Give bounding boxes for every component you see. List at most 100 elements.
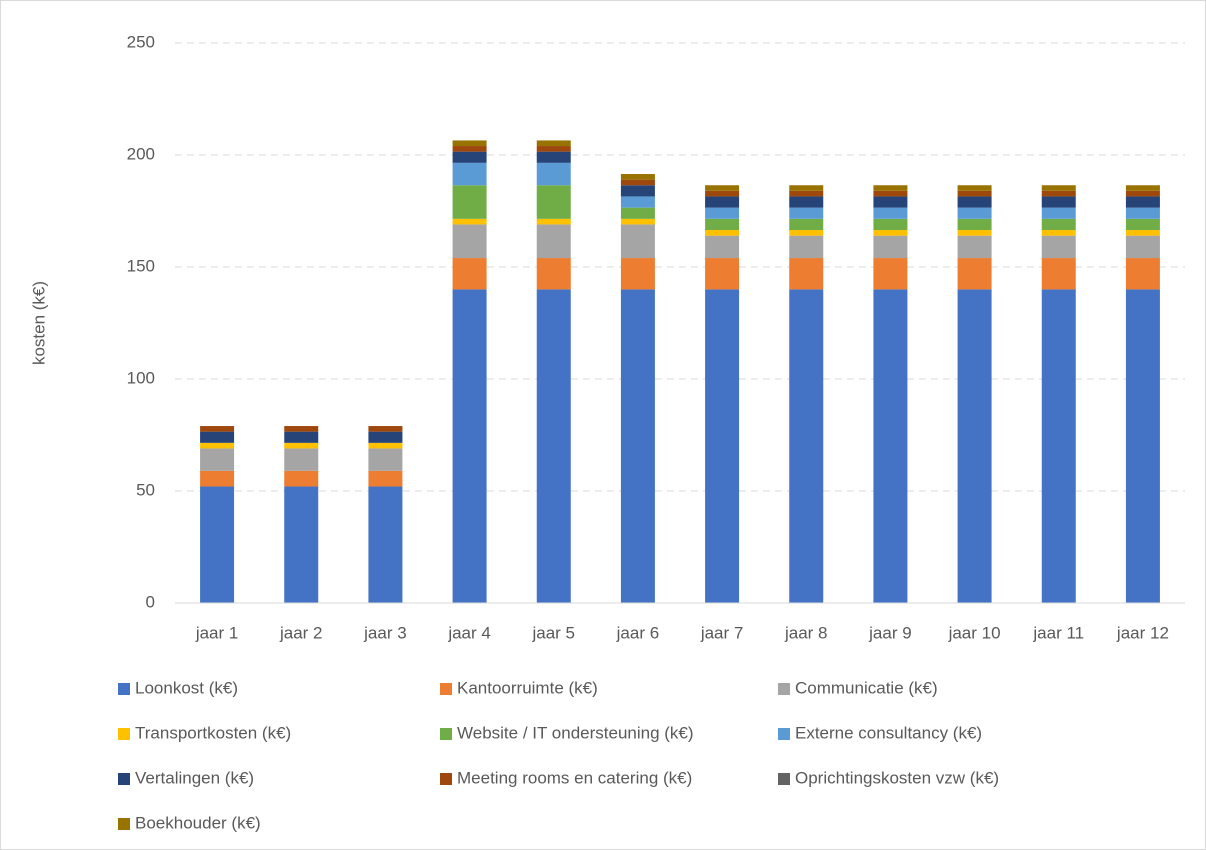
bar-segment <box>284 470 319 487</box>
bar-segment <box>620 289 655 603</box>
bar-segment <box>789 289 824 603</box>
y-tick-label: 250 <box>127 32 155 51</box>
bar-segment <box>873 235 908 259</box>
bar-segment <box>705 185 740 191</box>
bar-segment <box>957 258 992 290</box>
legend-label: Vertalingen (k€) <box>135 768 254 787</box>
bar-segment <box>789 207 824 219</box>
bar-segment <box>284 442 319 449</box>
bar-segment <box>452 289 487 603</box>
y-tick-label: 150 <box>127 256 155 275</box>
bar-segment <box>1125 190 1160 197</box>
bar-segment <box>873 218 908 231</box>
bar-segment <box>705 190 740 197</box>
x-tick-label: jaar 3 <box>363 623 407 642</box>
bar-segment <box>284 426 319 432</box>
bar-segment <box>1125 289 1160 603</box>
bar-segment <box>620 218 655 225</box>
bar-segment <box>1041 196 1076 208</box>
bar-segment <box>789 258 824 290</box>
bar-segment <box>957 235 992 259</box>
bar-segment <box>620 174 655 180</box>
bar-segment <box>536 289 571 603</box>
bar-segment <box>368 486 403 603</box>
bar-segment <box>789 218 824 231</box>
x-tick-label: jaar 9 <box>868 623 912 642</box>
x-tick-label: jaar 7 <box>700 623 744 642</box>
bar-segment <box>705 207 740 219</box>
bar-segment <box>873 190 908 197</box>
bar-segment <box>1125 196 1160 208</box>
x-tick-label: jaar 4 <box>447 623 491 642</box>
bar-segment <box>200 448 235 471</box>
legend-label: Kantoorruimte (k€) <box>457 678 598 697</box>
y-tick-label: 0 <box>146 592 155 611</box>
legend-swatch <box>118 683 130 695</box>
bar-segment <box>957 190 992 197</box>
legend-swatch <box>440 683 452 695</box>
bar-segment <box>452 162 487 186</box>
bar-segment <box>536 140 571 147</box>
bar-segment <box>957 218 992 231</box>
bar-segment <box>789 235 824 259</box>
bar-segment <box>1041 185 1076 191</box>
bar-segment <box>536 224 571 259</box>
x-tick-label: jaar 2 <box>279 623 323 642</box>
bar-segment <box>368 431 403 443</box>
bar-segment <box>705 235 740 259</box>
bar-segment <box>452 140 487 147</box>
bar-segment <box>452 146 487 152</box>
legend-label: Meeting rooms en catering (k€) <box>457 768 692 787</box>
y-tick-label: 100 <box>127 368 155 387</box>
legend-swatch <box>118 818 130 830</box>
bar-segment <box>789 190 824 197</box>
bar-segment <box>705 230 740 236</box>
legend-label: Communicatie (k€) <box>795 678 938 697</box>
bar-segment <box>284 448 319 471</box>
bar-segment <box>284 431 319 443</box>
bar-segment <box>957 289 992 603</box>
bar-segment <box>620 258 655 290</box>
bar-segment <box>200 486 235 603</box>
bar-segment <box>620 207 655 219</box>
bar-segment <box>1041 235 1076 259</box>
legend-swatch <box>440 773 452 785</box>
legend-swatch <box>118 773 130 785</box>
bar-segment <box>368 448 403 471</box>
bar-segment <box>452 258 487 290</box>
legend-swatch <box>778 773 790 785</box>
bar-segment <box>200 431 235 443</box>
bar-segment <box>873 230 908 236</box>
x-tick-label: jaar 8 <box>784 623 828 642</box>
bar-segment <box>789 185 824 191</box>
x-tick-label: jaar 10 <box>948 623 1001 642</box>
legend-label: Externe consultancy (k€) <box>795 723 982 742</box>
bar-segment <box>789 230 824 236</box>
bar-segment <box>536 258 571 290</box>
bar-segment <box>452 224 487 259</box>
bar-segment <box>200 442 235 449</box>
bar-segment <box>1125 218 1160 231</box>
legend-label: Boekhouder (k€) <box>135 813 261 832</box>
legend-label: Oprichtingskosten vzw (k€) <box>795 768 999 787</box>
bar-segment <box>1041 289 1076 603</box>
bar-segment <box>957 185 992 191</box>
bar-segment <box>789 196 824 208</box>
x-tick-label: jaar 6 <box>616 623 660 642</box>
bar-segment <box>1125 185 1160 191</box>
bar-segment <box>1041 230 1076 236</box>
bar-segment <box>536 218 571 225</box>
bar-segment <box>1125 258 1160 290</box>
bar-segment <box>873 289 908 603</box>
bar-segment <box>452 151 487 163</box>
bar-segment <box>1041 207 1076 219</box>
bar-segment <box>368 470 403 487</box>
bar-segment <box>200 470 235 487</box>
bar-segment <box>705 218 740 231</box>
bar-segment <box>1041 218 1076 231</box>
legend-swatch <box>440 728 452 740</box>
bar-segment <box>957 196 992 208</box>
bar-segment <box>368 426 403 432</box>
